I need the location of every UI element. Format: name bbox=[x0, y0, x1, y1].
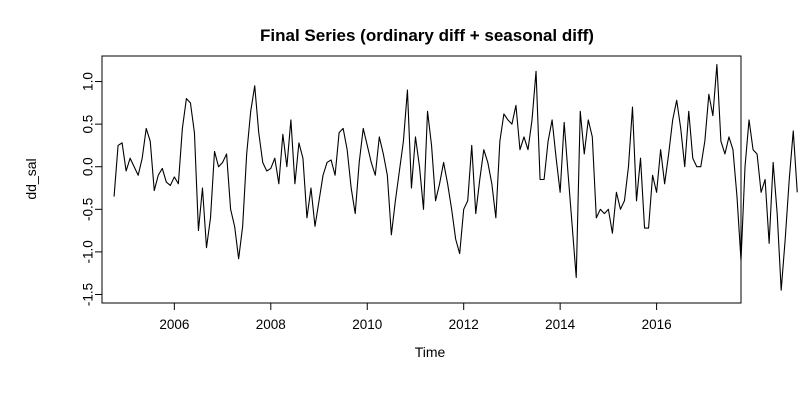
x-tick-label: 2016 bbox=[642, 317, 672, 332]
x-tick-label: 2014 bbox=[545, 317, 576, 332]
x-tick-label: 2006 bbox=[159, 317, 189, 332]
y-tick-label: -1.5 bbox=[81, 283, 96, 306]
series-line-dd-sal bbox=[113, 63, 798, 291]
x-tick-label: 2010 bbox=[352, 317, 382, 332]
y-tick-label: -1.0 bbox=[81, 240, 96, 263]
y-tick-label: 0.0 bbox=[81, 157, 96, 176]
plot-frame bbox=[101, 55, 742, 304]
x-axis-label: Time bbox=[415, 344, 446, 360]
y-axis-label: dd_sal bbox=[23, 158, 39, 199]
y-tick-label: 1.0 bbox=[81, 72, 96, 91]
x-tick-label: 2012 bbox=[449, 317, 479, 332]
y-tick-label: 0.5 bbox=[81, 115, 96, 134]
x-axis: 2006 2008 2010 2012 2014 2016 bbox=[159, 303, 672, 332]
x-tick-label: 2008 bbox=[256, 317, 286, 332]
chart-title: Final Series (ordinary diff + seasonal d… bbox=[260, 26, 594, 45]
y-tick-label: -0.5 bbox=[81, 198, 96, 221]
y-axis: -1.5 -1.0 -0.5 0.0 0.5 1.0 bbox=[81, 72, 102, 306]
